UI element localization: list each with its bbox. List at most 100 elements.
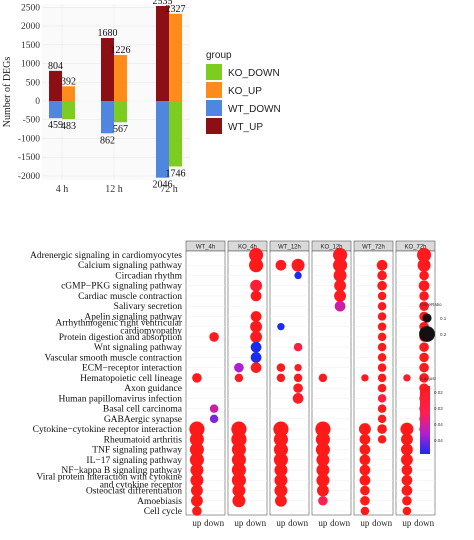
pathway-label: cGMP−PKG signaling pathway (61, 282, 182, 292)
dot-point (377, 322, 387, 331)
dot-point (361, 374, 369, 382)
dot-point (377, 353, 387, 362)
dot-x-tick: up (276, 518, 286, 528)
pathway-label: Axon guidance (124, 384, 182, 394)
dot-point (419, 373, 429, 383)
bar-wt-down (156, 101, 169, 178)
bar-legend-label: WT_DOWN (228, 104, 281, 115)
bar-value-label: 567 (113, 124, 128, 135)
bar-legend-swatch (206, 64, 222, 80)
dot-point (276, 373, 286, 383)
dot-point (294, 271, 302, 280)
bar-value-label: 2046 (153, 180, 173, 191)
gene-ratio-legend-dot (422, 313, 432, 323)
facet-strip-label: KO_12h (320, 245, 342, 251)
bar-series (49, 6, 182, 178)
dot-point (315, 432, 330, 447)
dot-point (377, 383, 387, 393)
bar-legend-label: WT_UP (228, 122, 263, 133)
pathway-label: Calcium signaling pathway (78, 261, 182, 271)
dot-point (400, 422, 414, 436)
dot-point (419, 362, 429, 373)
bar-y-tick: 500 (26, 78, 41, 88)
dot-point (250, 279, 262, 292)
bar-y-tick: -500 (23, 116, 41, 126)
dot-point (189, 421, 205, 437)
bar-value-label: 392 (61, 76, 76, 87)
dot-point (377, 291, 387, 301)
dot-point (419, 342, 429, 352)
dot-point (377, 363, 387, 372)
dot-point (316, 473, 330, 487)
bar-value-label: 1746 (166, 168, 186, 179)
pathway-label: Cell cycle (144, 507, 182, 517)
dot-point (275, 494, 287, 507)
bar-x-tick: 4 h (56, 184, 69, 195)
dot-point (273, 442, 288, 457)
pathway-labels: Adrenergic signaling in cardiomyocytesCa… (30, 251, 183, 517)
facet-panel (353, 250, 394, 516)
dot-point (231, 431, 247, 447)
bar-x-tick-labels: 4 h 12 h 72 h (56, 184, 178, 195)
dot-point (377, 280, 387, 291)
pathway-label: Vascular smooth muscle contraction (45, 353, 183, 363)
dot-point (190, 473, 204, 487)
bar-ko-up (114, 55, 127, 101)
facet-panel (395, 250, 436, 516)
dot-point (333, 269, 347, 282)
bar-y-axis-label: Number of DEGs (2, 57, 13, 128)
dot-point (250, 341, 262, 353)
facet-panel (311, 250, 352, 516)
bar-y-tick: -1500 (18, 153, 40, 163)
dot-point (333, 258, 348, 273)
dot-point (316, 463, 330, 477)
dot-point (209, 332, 219, 342)
dot-point (250, 331, 262, 343)
pathway-label: Arrhythmogenic right ventricular (55, 319, 182, 329)
gene-ratio-legend-label: 0.2 (440, 332, 447, 337)
pathway-label: Wnt signaling pathway (94, 343, 182, 353)
bar-ko-up (62, 86, 75, 101)
dot-point (417, 258, 431, 272)
dot-point (317, 484, 329, 497)
pathway-label: Cytokine−cytokine receptor interaction (33, 425, 183, 435)
bar-ko-down (169, 101, 182, 167)
pathway-label: Adrenergic signaling in cardiomyocytes (30, 251, 182, 261)
dot-point (191, 484, 203, 497)
dot-x-tick: up (318, 518, 328, 528)
dot-point (275, 259, 287, 271)
gene-ratio-legend-dot (419, 326, 435, 342)
dot-point (250, 320, 262, 333)
dot-point (250, 362, 262, 374)
dot-point (419, 291, 429, 301)
dot-point (401, 433, 413, 446)
dot-point (294, 363, 302, 372)
dot-x-tick: up (360, 518, 370, 528)
bar-legend-title: group (206, 50, 232, 61)
dot-point (401, 443, 413, 456)
bar-y-tick-labels: -2000 -1500 -1000 -500 0 500 1000 1500 2000 2500 (18, 3, 40, 182)
dot-point (231, 473, 246, 488)
bar-legend-swatch (206, 118, 222, 134)
dot-point (360, 506, 370, 516)
pathway-label: Human papillomavirus infection (59, 393, 183, 404)
dot-point (192, 373, 202, 383)
pathway-label: Viral protein interaction with cytokine (36, 472, 182, 482)
dot-point (377, 424, 387, 434)
pathway-label: GABAergic synapse (104, 415, 182, 425)
bar-value-label: 804 (48, 61, 63, 72)
dot-point (333, 247, 348, 263)
dot-point (377, 342, 387, 352)
dot-point (293, 342, 303, 352)
bar-y-tick: -2000 (18, 172, 40, 182)
dot-point (359, 444, 371, 455)
pathway-label: Basal cell carcinoma (103, 405, 183, 415)
bar-legend-label: KO_UP (228, 86, 262, 97)
pathway-label: Salivary secretion (114, 302, 183, 312)
dot-point (318, 373, 328, 383)
dot-point (274, 484, 288, 497)
bar-wt-up (49, 70, 62, 101)
bar-value-label: 1680 (98, 28, 118, 39)
p-adjust-legend-title: p.adjust (420, 376, 437, 381)
p-adjust-tick: 0.02 (434, 390, 443, 395)
